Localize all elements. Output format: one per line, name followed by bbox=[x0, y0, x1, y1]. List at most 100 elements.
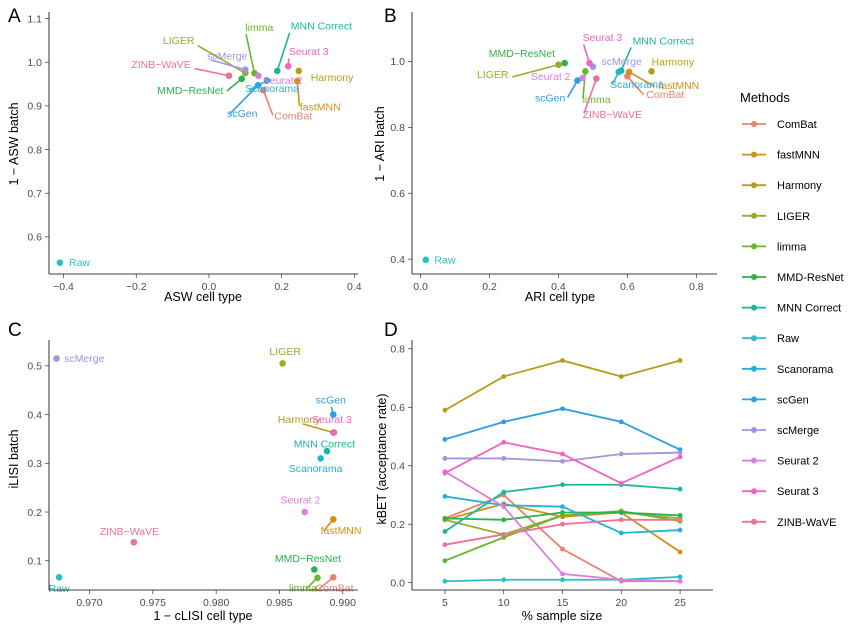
point-limma bbox=[582, 68, 589, 75]
x-tick-label: 0.970 bbox=[76, 597, 102, 609]
point-label-fastmnn: fastMNN bbox=[658, 80, 699, 92]
legend-dot bbox=[751, 335, 757, 342]
legend-label: scGen bbox=[777, 394, 809, 406]
x-tick-label: 0.0 bbox=[202, 281, 217, 293]
point-label-mnn-correct: MNN Correct bbox=[294, 438, 355, 450]
series-point-zinb-wave bbox=[560, 521, 565, 527]
series-point-mmd-resnet bbox=[677, 513, 683, 518]
panel-letter-a: A bbox=[8, 6, 21, 27]
x-axis-title: % sample size bbox=[522, 609, 603, 623]
x-tick-label: 10 bbox=[498, 597, 510, 609]
point-label-scanorama: Scanorama bbox=[610, 79, 664, 91]
point-label-harmony: Harmony bbox=[652, 57, 695, 69]
point-label-seurat-2: Seurat 2 bbox=[263, 75, 303, 87]
legend-label: fastMNN bbox=[777, 150, 820, 162]
point-label-combat: ComBat bbox=[316, 583, 354, 595]
series-point-scgen bbox=[501, 419, 507, 425]
label-leader-scmerge bbox=[210, 59, 246, 71]
series-point-fastmnn bbox=[677, 549, 683, 555]
y-tick-label: 0.0 bbox=[390, 577, 405, 589]
point-label-zinb-wave: ZINB−WaVE bbox=[583, 109, 642, 121]
point-combat bbox=[330, 574, 337, 581]
series-point-seurat-3 bbox=[618, 480, 624, 486]
y-tick-label: 0.8 bbox=[390, 344, 405, 356]
x-tick-label: 20 bbox=[615, 597, 627, 609]
y-axis-title: 1 − ASW batch bbox=[7, 102, 21, 185]
x-tick-label: 0.6 bbox=[620, 281, 635, 293]
legend-item-limma: limma bbox=[742, 241, 807, 253]
point-scgen bbox=[254, 82, 262, 89]
legend-dot bbox=[751, 274, 757, 280]
x-tick-label: −0.4 bbox=[53, 281, 74, 293]
series-point-scmerge bbox=[677, 450, 683, 455]
legend-item-scgen: scGen bbox=[742, 394, 809, 406]
point-label-seurat-3: Seurat 3 bbox=[289, 46, 329, 58]
point-label-mnn-correct: MNN Correct bbox=[633, 35, 694, 47]
y-tick-label: 0.9 bbox=[27, 101, 42, 113]
legend-dot bbox=[751, 243, 757, 250]
label-leader-mnn-correct bbox=[620, 47, 632, 71]
series-point-mmd-resnet bbox=[501, 517, 507, 523]
legend-label: Seurat 2 bbox=[777, 456, 819, 468]
x-tick-label: −0.2 bbox=[126, 281, 147, 293]
point-label-fastmnn: fastMNN bbox=[321, 525, 362, 537]
point-label-limma: limma bbox=[245, 22, 273, 34]
point-scmerge bbox=[242, 66, 249, 73]
x-tick-label: 0.990 bbox=[330, 597, 356, 609]
label-leader-combat bbox=[262, 89, 274, 116]
label-leader-liger bbox=[197, 44, 246, 74]
label-leader-combat bbox=[626, 75, 645, 96]
point-label-mmd-resnet: MMD−ResNet bbox=[275, 553, 341, 565]
series-point-scgen bbox=[560, 406, 565, 412]
point-label-raw: Raw bbox=[49, 583, 70, 595]
legend-label: Seurat 3 bbox=[777, 486, 819, 498]
point-raw bbox=[55, 574, 63, 581]
point-scanorama bbox=[317, 455, 324, 462]
legend-label: limma bbox=[777, 241, 807, 253]
point-label-mmd-resnet: MMD−ResNet bbox=[489, 48, 555, 60]
series-point-raw bbox=[442, 578, 448, 584]
legend-label: Scanorama bbox=[777, 364, 834, 376]
label-leader-zinb-wave bbox=[583, 78, 598, 114]
x-tick-label: 25 bbox=[674, 597, 686, 609]
point-raw bbox=[422, 256, 430, 264]
point-seurat-2 bbox=[301, 508, 309, 516]
point-label-liger: LIGER bbox=[163, 35, 195, 47]
point-liger bbox=[279, 360, 286, 367]
point-label-raw: Raw bbox=[69, 257, 90, 269]
series-point-harmony bbox=[560, 358, 565, 363]
point-mmd-resnet bbox=[311, 566, 318, 573]
point-fastmnn bbox=[330, 516, 337, 523]
point-liger bbox=[555, 61, 562, 69]
point-combat bbox=[260, 86, 267, 94]
legend-label: MMD-ResNet bbox=[777, 272, 844, 284]
label-leader-fastmnn bbox=[296, 80, 301, 106]
point-limma bbox=[314, 574, 321, 582]
series-point-raw bbox=[560, 577, 565, 583]
point-zinb-wave bbox=[225, 72, 233, 80]
legend-label: LIGER bbox=[777, 211, 810, 223]
y-tick-label: 0.4 bbox=[390, 254, 405, 266]
panel-letter-c: C bbox=[8, 320, 22, 341]
point-label-scmerge: scMerge bbox=[64, 353, 104, 365]
legend-dot bbox=[751, 304, 757, 311]
legend-label: scMerge bbox=[777, 425, 819, 437]
y-tick-label: 0.2 bbox=[27, 507, 42, 519]
y-tick-label: 0.4 bbox=[27, 409, 42, 421]
x-tick-label: 0.8 bbox=[689, 281, 704, 293]
series-point-mnn-correct bbox=[560, 482, 565, 488]
legend-dot bbox=[751, 365, 757, 372]
series-point-mnn-correct bbox=[501, 489, 507, 495]
legend-label: ZINB-WaVE bbox=[777, 517, 837, 529]
point-seurat-2 bbox=[255, 72, 262, 80]
point-label-fastmnn: fastMNN bbox=[300, 101, 341, 113]
point-scgen bbox=[574, 77, 581, 84]
point-seurat-3 bbox=[330, 429, 338, 436]
legend-dot bbox=[751, 182, 757, 189]
series-line-harmony bbox=[444, 359, 681, 411]
y-tick-label: 0.4 bbox=[390, 461, 405, 473]
point-label-harmony: Harmony bbox=[311, 72, 354, 84]
legend-item-liger: LIGER bbox=[742, 211, 810, 223]
legend-item-seurat-3: Seurat 3 bbox=[742, 486, 819, 498]
x-tick-label: 0.4 bbox=[551, 281, 566, 293]
